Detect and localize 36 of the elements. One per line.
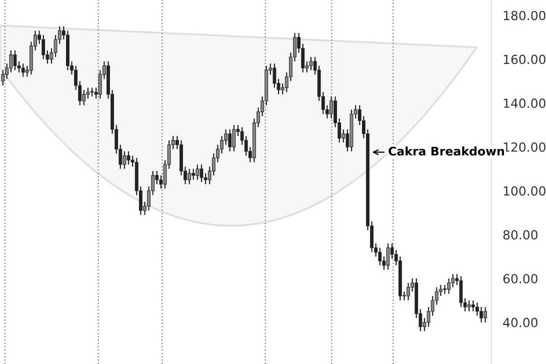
- candlestick: [467, 300, 471, 312]
- y-tick-label: 60.00: [503, 274, 538, 284]
- candlestick: [439, 284, 442, 297]
- candlestick: [228, 128, 232, 152]
- y-tick-label: 40.00: [503, 318, 538, 328]
- candlestick: [443, 284, 446, 294]
- candlestick: [484, 306, 488, 323]
- y-tick-label: 80.00: [503, 230, 538, 240]
- candlestick: [196, 164, 200, 180]
- candlestick: [192, 168, 196, 180]
- candlestick: [272, 63, 276, 88]
- candlestick: [122, 150, 126, 170]
- candlestick: [309, 56, 313, 71]
- candlestick: [330, 96, 333, 119]
- candlestick: [480, 306, 483, 323]
- candlestick: [471, 300, 475, 312]
- y-tick-label: 140.00: [504, 98, 546, 108]
- candlestick: [459, 276, 463, 308]
- candlestick: [21, 63, 25, 78]
- y-tick-label: 120.00: [504, 142, 546, 152]
- candlestick: [447, 278, 451, 294]
- candlestick: [204, 172, 208, 185]
- annotation: Cakra Breakdown: [388, 146, 504, 156]
- candlestick: [42, 34, 46, 60]
- candlestick: [406, 282, 410, 301]
- candlestick: [188, 168, 192, 185]
- y-tick-label: 100.00: [504, 186, 546, 196]
- y-tick-label: 180.00: [504, 10, 546, 20]
- candlestick: [232, 124, 236, 152]
- candlestick: [378, 247, 382, 266]
- y-tick-label: 160.00: [504, 54, 546, 64]
- candlestick: [82, 89, 86, 106]
- candlestick: [126, 150, 130, 166]
- candlestick: [1, 70, 5, 86]
- candlestick: [386, 242, 390, 270]
- candlestick: [200, 164, 204, 183]
